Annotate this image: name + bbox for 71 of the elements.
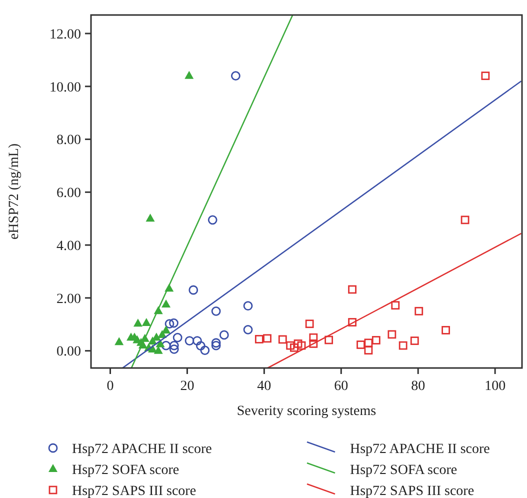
x-tick-label: 0 [106, 379, 114, 394]
point [196, 341, 206, 350]
point [192, 336, 202, 346]
point [290, 343, 298, 352]
point [161, 340, 171, 350]
point [286, 341, 295, 350]
x-tick-label: 60 [334, 379, 348, 394]
point [414, 306, 424, 316]
point [348, 285, 356, 294]
point [169, 344, 179, 354]
point [305, 320, 314, 328]
point [184, 70, 194, 79]
point [388, 330, 396, 339]
point [254, 334, 264, 344]
point [391, 301, 400, 310]
point [184, 336, 194, 346]
x-axis-title: Severity scoring systems [236, 404, 376, 419]
point [211, 338, 221, 348]
legend-label: Hsp72 SOFA score [350, 462, 458, 478]
point [278, 335, 287, 344]
x-tick-label: 20 [180, 379, 194, 394]
point [133, 318, 142, 327]
y-tick-label: 8.00 [56, 133, 81, 148]
point [162, 300, 171, 308]
x-tick-label: 40 [257, 379, 272, 394]
point [324, 336, 334, 344]
point [481, 72, 490, 80]
point [219, 330, 229, 340]
point [309, 339, 318, 348]
point [169, 318, 178, 328]
point [114, 337, 124, 346]
point [410, 336, 419, 345]
point [460, 216, 470, 224]
y-tick-label: 10.00 [50, 80, 81, 96]
legend-label: Hsp72 SAPS III score [72, 484, 196, 498]
point [200, 346, 210, 355]
y-axis-title: eHSP72 (ng/mL) [7, 143, 22, 240]
point [364, 338, 373, 348]
point [164, 319, 174, 329]
legend-label: Hsp72 APACHE II score [72, 442, 212, 457]
point [309, 333, 318, 342]
legend-label: Hsp72 APACHE II score [350, 442, 490, 457]
point [442, 326, 450, 334]
point [348, 318, 356, 326]
x-tick-label: 100 [484, 379, 506, 394]
y-tick-label: 6.00 [56, 186, 81, 202]
point [208, 215, 218, 225]
y-tick-label: 0.00 [56, 344, 81, 360]
x-tick-label: 80 [411, 379, 426, 394]
legend-label: Hsp72 SAPS III score [350, 484, 474, 498]
point [142, 318, 151, 326]
point [188, 285, 198, 295]
point [230, 71, 240, 81]
point [146, 214, 155, 222]
point [169, 340, 179, 350]
point [364, 346, 373, 354]
point [372, 336, 380, 344]
point [263, 334, 272, 343]
point [243, 301, 253, 311]
point [356, 340, 365, 349]
point [294, 339, 302, 348]
y-tick-label: 12.00 [50, 27, 81, 42]
y-tick-label: 4.00 [56, 238, 81, 254]
y-tick-label: 2.00 [56, 292, 81, 307]
legend-label: Hsp72 SOFA score [72, 462, 180, 478]
point [398, 341, 408, 350]
point [297, 341, 306, 350]
point [172, 332, 182, 342]
point [211, 306, 221, 316]
point [211, 340, 221, 350]
point [243, 324, 253, 334]
